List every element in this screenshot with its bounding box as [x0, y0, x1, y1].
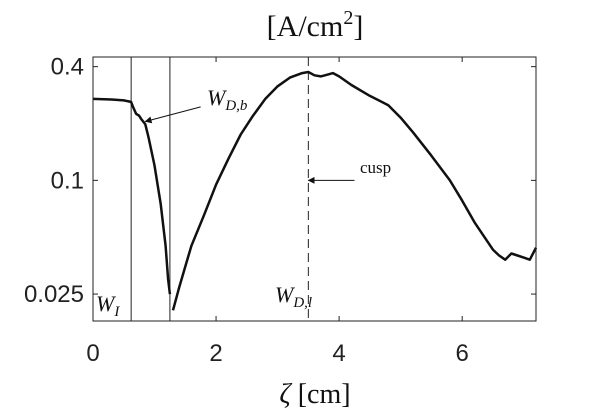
annotation-cusp: cusp	[360, 158, 391, 177]
y-axis-ticks: 0.025 0.1 0.4	[24, 54, 536, 308]
annotation-w-d-b: WD,b	[207, 85, 248, 114]
annotation-arrows	[144, 106, 355, 184]
current-density-series-line	[92, 70, 538, 311]
x-axis-label: ζ [cm]	[279, 379, 350, 410]
y-tick-label-2: 0.4	[51, 54, 84, 81]
y-tick-label-1: 0.1	[51, 167, 84, 194]
annotation-arrow-0	[144, 106, 201, 124]
x-tick-label-3: 6	[455, 340, 468, 367]
x-axis-ticks: 0 2 4 6	[86, 57, 469, 367]
chart-title: [A/cm2]	[267, 7, 364, 43]
y-tick-label-0: 0.025	[24, 281, 84, 308]
x-tick-label-1: 2	[209, 340, 222, 367]
x-tick-label-0: 0	[86, 340, 99, 367]
x-tick-label-2: 4	[332, 340, 345, 367]
annotation-w-i: WI	[96, 291, 120, 320]
plot-frame	[92, 56, 537, 322]
annotation-w-d-l: WD,l	[275, 282, 312, 311]
